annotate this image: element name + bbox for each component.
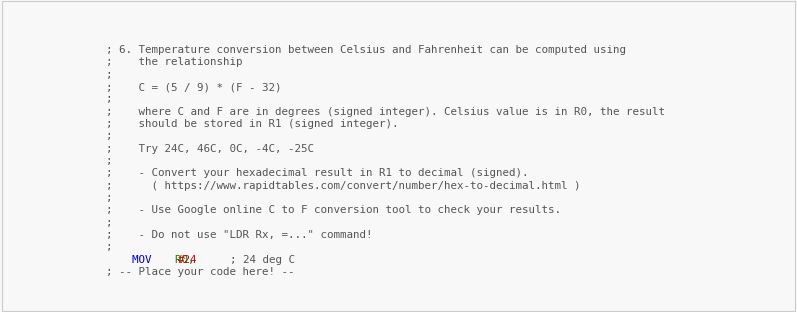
- Text: ;: ;: [106, 156, 112, 166]
- Text: ;    should be stored in R1 (signed integer).: ; should be stored in R1 (signed integer…: [106, 119, 398, 129]
- Text: ;: ;: [106, 242, 112, 252]
- Text: ;: ;: [106, 193, 112, 203]
- Text: ; 24 deg C: ; 24 deg C: [191, 255, 295, 265]
- Text: ;    - Do not use "LDR Rx, =..." command!: ; - Do not use "LDR Rx, =..." command!: [106, 230, 372, 240]
- Text: ;    where C and F are in degrees (signed integer). Celsius value is in R0, the : ; where C and F are in degrees (signed i…: [106, 107, 665, 117]
- Text: R0,: R0,: [135, 255, 201, 265]
- Text: ;: ;: [106, 70, 112, 80]
- Text: ;    - Use Google online C to F conversion tool to check your results.: ; - Use Google online C to F conversion …: [106, 205, 561, 215]
- Text: ;      ( https://www.rapidtables.com/convert/number/hex-to-decimal.html ): ; ( https://www.rapidtables.com/convert/…: [106, 181, 580, 191]
- Text: ; 6. Temperature conversion between Celsius and Fahrenheit can be computed using: ; 6. Temperature conversion between Cels…: [106, 45, 626, 55]
- Text: ;: ;: [106, 131, 112, 141]
- Text: ;: ;: [106, 218, 112, 228]
- Text: ;    Try 24C, 46C, 0C, -4C, -25C: ; Try 24C, 46C, 0C, -4C, -25C: [106, 144, 314, 154]
- Text: #24: #24: [179, 255, 198, 265]
- Text: ;    - Convert your hexadecimal result in R1 to decimal (signed).: ; - Convert your hexadecimal result in R…: [106, 168, 528, 178]
- Text: ;    the relationship: ; the relationship: [106, 57, 242, 67]
- Text: ;: ;: [106, 95, 112, 105]
- Text: MOV: MOV: [106, 255, 151, 265]
- Text: ; -- Place your code here! --: ; -- Place your code here! --: [106, 267, 294, 277]
- Text: ;    C = (5 / 9) * (F - 32): ; C = (5 / 9) * (F - 32): [106, 82, 281, 92]
